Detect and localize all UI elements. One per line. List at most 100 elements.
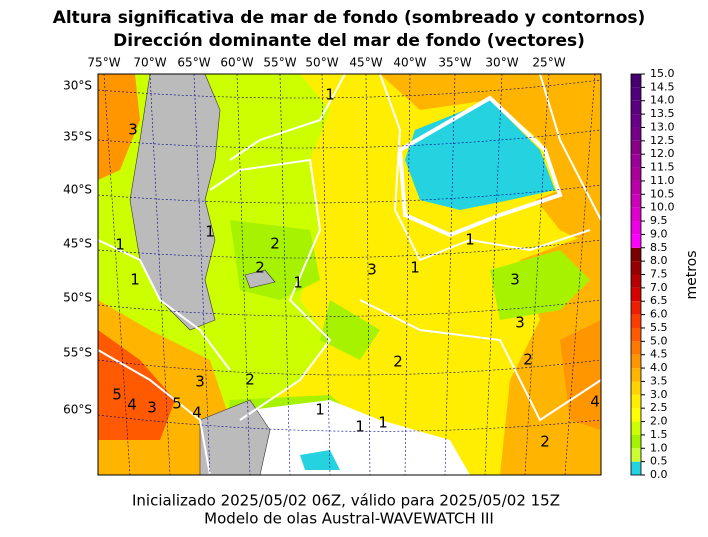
colorbar-segment xyxy=(631,341,641,355)
colorbar-tick-label: 5.5 xyxy=(650,321,668,334)
lon-label: 75°W xyxy=(87,56,120,70)
colorbar-tick-label: 13.5 xyxy=(650,107,675,120)
lon-label: 40°W xyxy=(393,56,426,70)
colorbar-tick-label: 14.5 xyxy=(650,80,675,93)
contour-label: 3 xyxy=(128,121,138,139)
lon-label: 70°W xyxy=(133,56,166,70)
colorbar-segment xyxy=(631,368,641,382)
colorbar-segment xyxy=(631,114,641,128)
contour-label: 5 xyxy=(172,395,182,413)
colorbar-tick-label: 9.5 xyxy=(650,214,668,227)
colorbar-tick-label: 7.0 xyxy=(650,281,668,294)
colorbar-segment xyxy=(631,194,641,208)
lat-label: 45°S xyxy=(63,237,92,251)
contour-label: 1 xyxy=(465,231,475,249)
colorbar-segment xyxy=(631,274,641,288)
colorbar: 0.00.51.01.52.02.53.03.54.04.55.05.56.06… xyxy=(630,67,675,481)
contour-label: 1 xyxy=(115,236,125,254)
contour-label: 3 xyxy=(195,373,205,391)
lat-label: 30°S xyxy=(63,79,92,93)
contour-label: 3 xyxy=(510,271,520,289)
contour-label: 2 xyxy=(255,259,265,277)
colorbar-segment xyxy=(631,301,641,315)
colorbar-segment xyxy=(631,167,641,181)
colorbar-tick-label: 7.5 xyxy=(650,268,668,281)
lon-label: 65°W xyxy=(177,56,210,70)
lat-label: 55°S xyxy=(63,346,92,360)
contour-label: 4 xyxy=(127,396,137,414)
contour-label: 1 xyxy=(378,414,388,432)
colorbar-tick-label: 14.0 xyxy=(650,94,675,107)
colorbar-tick-label: 3.5 xyxy=(650,374,668,387)
colorbar-segment xyxy=(631,381,641,395)
lon-label: 50°W xyxy=(305,56,338,70)
colorbar-tick-label: 5.0 xyxy=(650,334,668,347)
lat-label: 35°S xyxy=(63,130,92,144)
colorbar-tick-label: 10.5 xyxy=(650,187,675,200)
colorbar-segment xyxy=(631,434,641,449)
map-field xyxy=(98,74,601,475)
lon-label: 25°W xyxy=(532,56,565,70)
colorbar-segment xyxy=(631,100,641,115)
contour-label: 2 xyxy=(245,371,255,389)
subtitle: Dirección dominante del mar de fondo (ve… xyxy=(113,31,585,51)
colorbar-tick-label: 4.5 xyxy=(650,348,668,361)
colorbar-tick-label: 1.5 xyxy=(650,428,668,441)
contour-label: 4 xyxy=(192,404,202,422)
lat-label: 50°S xyxy=(63,291,92,305)
colorbar-segment xyxy=(631,327,641,342)
contour-label: 2 xyxy=(393,353,403,371)
colorbar-segment xyxy=(631,234,641,248)
colorbar-tick-label: 4.0 xyxy=(650,361,668,374)
colorbar-segment xyxy=(631,448,641,462)
colorbar-tick-label: 1.0 xyxy=(650,441,668,454)
lat-label: 60°S xyxy=(63,403,92,417)
lon-label: 35°W xyxy=(438,56,471,70)
colorbar-segment xyxy=(631,74,641,88)
colorbar-tick-label: 2.0 xyxy=(650,415,668,428)
colorbar-tick-label: 6.5 xyxy=(650,294,668,307)
contour-label: 2 xyxy=(270,235,280,253)
colorbar-segment xyxy=(631,87,641,101)
colorbar-segment xyxy=(631,354,641,369)
colorbar-tick-label: 0.0 xyxy=(650,468,668,481)
colorbar-segment xyxy=(631,247,641,262)
footer-line: Inicializado 2025/05/02 06Z, válido para… xyxy=(132,492,560,510)
colorbar-segment xyxy=(631,127,641,141)
lon-labels: 75°W 70°W 65°W 60°W 55°W 50°W 45°W 40°W 35°W 30°W… xyxy=(87,56,565,70)
colorbar-tick-label: 8.5 xyxy=(650,241,668,254)
colorbar-tick-label: 15.0 xyxy=(650,67,675,80)
colorbar-tick-label: 8.0 xyxy=(650,254,668,267)
contour-label: 1 xyxy=(325,86,335,104)
colorbar-segment xyxy=(631,461,641,475)
colorbar-segment xyxy=(631,408,641,422)
contour-label: 2 xyxy=(523,351,533,369)
contour-label: 4 xyxy=(590,393,600,411)
colorbar-tick-label: 12.0 xyxy=(650,147,675,160)
colorbar-tick-label: 11.0 xyxy=(650,174,675,187)
colorbar-segment xyxy=(631,221,641,235)
contour-label: 3 xyxy=(147,399,157,417)
colorbar-tick-label: 12.5 xyxy=(650,134,675,147)
colorbar-segment xyxy=(631,287,641,302)
colorbar-label: metros xyxy=(684,250,700,299)
lon-label: 45°W xyxy=(349,56,382,70)
colorbar-segment xyxy=(631,207,641,222)
colorbar-tick-label: 2.5 xyxy=(650,401,668,414)
title: Altura significativa de mar de fondo (so… xyxy=(53,8,646,28)
contour-label: 1 xyxy=(293,274,303,292)
contour-label: 1 xyxy=(205,223,215,241)
lat-label: 40°S xyxy=(63,183,92,197)
colorbar-tick-label: 13.0 xyxy=(650,120,675,133)
colorbar-segment xyxy=(631,261,641,275)
contour-label: 3 xyxy=(367,261,377,279)
colorbar-segment xyxy=(631,154,641,168)
lon-label: 30°W xyxy=(485,56,518,70)
contour-label: 2 xyxy=(540,433,550,451)
contour-label: 1 xyxy=(410,259,420,277)
contour-label: 5 xyxy=(112,386,122,404)
colorbar-tick-label: 9.0 xyxy=(650,227,668,240)
contour-label: 1 xyxy=(130,271,140,289)
